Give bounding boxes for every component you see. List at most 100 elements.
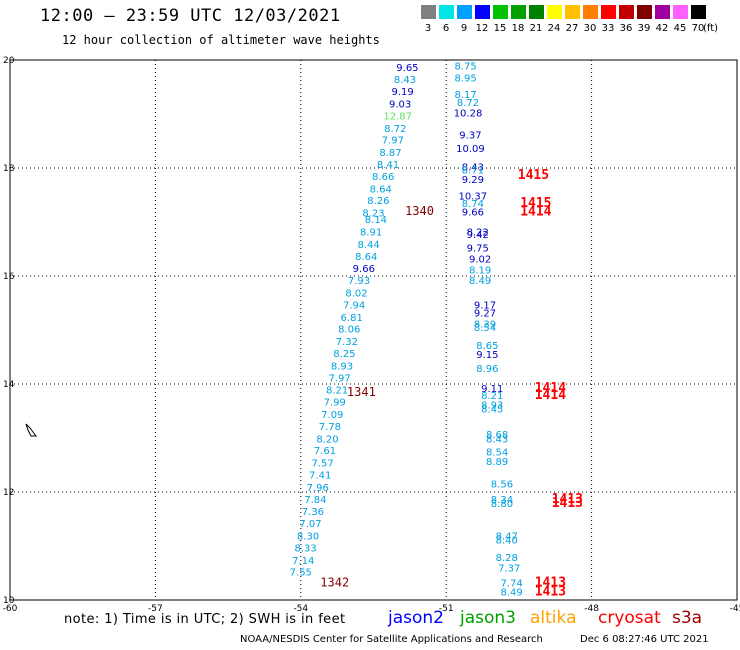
legend-label: 39 [637,23,651,34]
pass-time-label: 1341 [347,385,376,399]
lon-tick-label: -45 [730,604,740,614]
wave-height-value: 8.95 [454,74,476,85]
legend-label: 45 [673,23,687,34]
wave-height-value: 8.34 [491,495,513,506]
wave-height-value: 7.99 [324,398,346,409]
wave-height-value: 12.87 [383,111,412,122]
wave-height-value: 8.80 [491,499,513,510]
legend-unit: (ft) [703,23,719,34]
wave-height-value: 7.55 [290,568,312,579]
legend-label: 42 [655,23,669,34]
lat-tick-label: 14 [3,380,15,390]
wave-height-value: 8.40 [496,535,518,546]
wave-height-value: 8.56 [491,480,513,491]
wave-height-value: 8.43 [394,75,416,86]
wave-height-value: 8.54 [486,447,508,458]
wave-height-value: 8.65 [476,341,498,352]
legend-swatch [583,5,598,19]
legend-swatch [529,5,544,19]
legend-label: 3 [424,23,432,34]
legend-swatch [655,5,670,19]
wave-height-value: 8.39 [474,319,496,330]
legend-label: 9 [460,23,468,34]
wave-height-value: 8.20 [316,434,338,445]
pass-time-label: 1342 [320,576,349,590]
legend-swatch [457,5,472,19]
wave-height-value: 7.74 [500,579,522,590]
legend-label: 15 [493,23,507,34]
legend-swatch [511,5,526,19]
lon-tick-label: -51 [439,604,454,614]
wave-height-value: 8.49 [500,588,522,599]
map-frame [9,59,738,601]
wave-height-value: 8.74 [462,199,484,210]
wave-height-value: 8.22 [467,228,489,239]
wave-height-value: 9.15 [476,350,498,361]
lon-tick-label: -54 [293,604,308,614]
pass-time-label: 1415 [520,196,551,211]
pass-time-label: 1413 [535,576,566,591]
wave-height-value: 10.09 [456,144,485,155]
wave-height-value: 7.61 [314,446,336,457]
wave-height-value: 8.28 [496,553,518,564]
wave-height-value: 9.65 [396,63,418,74]
island-outline [25,423,37,437]
wave-height-value: 8.71 [462,165,484,176]
wave-height-value: 8.44 [358,240,380,251]
wave-height-value: 8.33 [295,543,317,554]
wave-height-value: 8.64 [370,184,392,195]
pass-time-label: 1340 [405,204,434,218]
legend-label: 6 [442,23,450,34]
legend-swatch [493,5,508,19]
legend-swatch [475,5,490,19]
legend-label: 24 [547,23,561,34]
wave-height-value: 8.17 [454,90,476,101]
wave-height-value: 9.17 [474,300,496,311]
wave-height-value: 9.27 [474,309,496,320]
wave-height-value: 8.89 [486,457,508,468]
lat-tick-label: 12 [3,488,14,498]
satellite-altika: altika [530,608,577,628]
wave-height-value: 7.32 [336,337,358,348]
wave-height-value: 8.30 [297,532,319,543]
wave-height-value: 7.94 [343,300,365,311]
pass-time-label: 1413 [552,492,583,507]
wave-height-value: 8.66 [372,172,394,183]
satellite-jason2: jason2 [388,608,444,628]
wave-height-value: 8.19 [469,265,491,276]
wave-height-value: 8.54 [474,323,496,334]
credit-text: NOAA/NESDIS Center for Satellite Applica… [240,634,543,645]
legend-swatch [421,5,436,19]
wave-height-value: 8.68 [486,430,508,441]
lat-tick-label: 18 [3,164,15,174]
wave-height-value: 8.49 [469,276,491,287]
wave-height-value: 9.66 [353,264,375,275]
wave-height-value: 8.91 [360,228,382,239]
wave-height-value: 8.72 [457,98,479,109]
wave-height-value: 8.21 [326,386,348,397]
legend-label: 36 [619,23,633,34]
wave-height-value: 8.14 [365,215,387,226]
pass-time-label: 1413 [552,496,583,511]
legend-label: 21 [529,23,543,34]
wave-height-value: 7.57 [311,459,333,470]
wave-height-value: 10.37 [459,191,488,202]
pass-time-label: 1414 [520,205,551,220]
credit-date: Dec 6 08:27:46 UTC 2021 [580,634,709,645]
wave-height-value: 7.97 [328,373,350,384]
lon-tick-label: -57 [148,604,163,614]
wave-height-value: 8.93 [481,400,503,411]
wave-height-value: 7.14 [292,556,314,567]
pass-time-label: 1415 [518,168,549,183]
wave-height-value: 7.36 [302,507,324,518]
lat-tick-label: 10 [3,596,15,606]
legend-label: 33 [601,23,615,34]
wave-height-value: 9.29 [462,175,484,186]
legend-swatch [637,5,652,19]
wave-height-value: 8.64 [355,252,377,263]
legend-swatch [619,5,634,19]
legend-swatch [565,5,580,19]
legend-swatch [601,5,616,19]
wave-height-value: 8.45 [481,405,503,416]
wave-height-value: 9.42 [467,230,489,241]
